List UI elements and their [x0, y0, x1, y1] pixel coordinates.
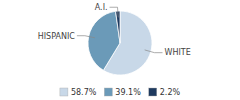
slice: [88, 11, 120, 70]
leader-line: [110, 7, 119, 17]
legend-label: 58.7%: [71, 88, 97, 97]
pie: WHITE HISPANIC A.I.: [38, 3, 191, 75]
legend-swatch: [104, 88, 112, 96]
annotation: A.I.: [95, 3, 108, 12]
legend-item: 2.2%: [149, 88, 181, 97]
legend-item: 39.1%: [104, 88, 141, 97]
leader-line: [77, 36, 95, 38]
chart: WHITE HISPANIC A.I. 58.7% 39.1% 2.2%: [0, 0, 240, 100]
annotation: WHITE: [165, 48, 191, 57]
leader-line: [145, 50, 163, 53]
legend: 58.7% 39.1% 2.2%: [60, 88, 181, 97]
legend-swatch: [149, 88, 157, 96]
legend-item: 58.7%: [60, 88, 97, 97]
annotation: HISPANIC: [38, 32, 76, 41]
legend-swatch: [60, 88, 68, 96]
legend-label: 2.2%: [160, 88, 181, 97]
legend-label: 39.1%: [115, 88, 141, 97]
